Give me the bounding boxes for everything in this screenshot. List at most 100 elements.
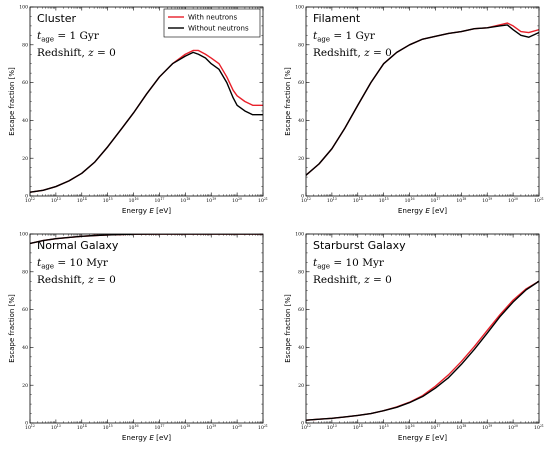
panel-filament-x-tick-label-2: 1014 [353, 197, 363, 204]
panel-cluster-y-axis-label: Escape fraction [%] [8, 67, 16, 136]
panel-filament-x-tick-label-7: 1019 [482, 197, 492, 204]
panel-cluster-x-tick-label-9-exp: 21 [264, 197, 268, 201]
panel-cluster-x-tick-label-6-base: 10 [180, 198, 186, 204]
panel-filament-xlab-e: E [425, 206, 430, 215]
panel-cluster-annotation-2: Redshift, z = 0 [37, 47, 116, 59]
panel-starburst-galaxy: 1012 1013 1014 1015 1016 1017 1018 1019 1020 1021… [284, 232, 544, 442]
panel-cluster-annotation-1: tage = 1 Gyr [37, 30, 100, 44]
panel-filament-x-tick-label-8: 1020 [508, 197, 518, 204]
panel-filament-ann-rest: = 1 Gyr [330, 30, 376, 42]
panel-starburst-galaxy-x-tick-label-3-exp: 15 [385, 424, 389, 428]
panel-starburst-galaxy-ann-sub: age [317, 263, 330, 271]
panel-normal-galaxy-x-tick-label-2: 1014 [77, 424, 87, 431]
panel-starburst-galaxy-x-tick-label-5-exp: 17 [436, 424, 440, 428]
panel-cluster-legend-box [163, 8, 261, 38]
panel-cluster-x-tick-label-9-base: 10 [258, 198, 264, 204]
panel-cluster-x-tick-label-9: 1021 [258, 197, 268, 204]
panel-normal-galaxy-annotation-1: tage = 10 Myr [37, 257, 109, 271]
panel-filament-y-tick-label-2: 40 [298, 118, 304, 124]
panel-filament-x-tick-label-0-exp: 12 [307, 197, 311, 201]
panel-starburst-galaxy-x-axis-label: Energy E [eV] [398, 433, 447, 442]
panel-starburst-galaxy-x-tick-label-7-exp: 19 [488, 424, 492, 428]
panel-normal-galaxy-annotation-0: Normal Galaxy [37, 239, 119, 252]
panel-cluster-ann-pre: Redshift, [37, 47, 88, 59]
panel-normal-galaxy-x-tick-label-1-exp: 13 [57, 424, 61, 428]
panel-cluster-ann-sym: t [37, 30, 42, 42]
panel-filament-ann-pre: Redshift, [313, 47, 364, 59]
panel-normal-galaxy-x-tick-label-9-base: 10 [258, 425, 264, 431]
panel-normal-galaxy-x-tick-label-0-exp: 12 [31, 424, 35, 428]
panel-filament-x-tick-label-3-base: 10 [379, 198, 385, 204]
panel-normal-galaxy-y-tick-label-2: 40 [22, 345, 28, 351]
panel-normal-galaxy-y-tick-label-4: 80 [22, 269, 28, 275]
panel-starburst-galaxy-x-tick-label-7-base: 10 [482, 425, 488, 431]
panel-starburst-galaxy-ann-rest: = 10 Myr [330, 257, 385, 269]
panel-starburst-galaxy-annotation-0: Starburst Galaxy [313, 239, 406, 252]
panel-filament-series-group [306, 22, 539, 176]
panel-cluster-x-tick-label-2: 1014 [77, 197, 87, 204]
panel-filament-x-tick-label-0-base: 10 [301, 198, 307, 204]
panel-cluster-y-tick-label-0: 0 [25, 194, 28, 200]
panel-starburst-galaxy-x-tick-label-8: 1020 [508, 424, 518, 431]
panel-normal-galaxy-x-tick-label-5: 1017 [154, 424, 164, 431]
panel-cluster-xlab-e: E [149, 206, 154, 215]
panel-filament-y-tick-label-5: 100 [295, 5, 304, 11]
panel-normal-galaxy-x-tick-label-3-base: 10 [103, 425, 109, 431]
panel-cluster-x-tick-label-1-base: 10 [51, 198, 57, 204]
panel-filament-x-tick-label-1-exp: 13 [333, 197, 337, 201]
panel-cluster-x-tick-label-1-exp: 13 [57, 197, 61, 201]
panel-filament-ann-sub: age [317, 36, 330, 44]
panel-cluster-x-tick-label-7-exp: 19 [212, 197, 216, 201]
panel-starburst-galaxy-x-tick-label-7: 1019 [482, 424, 492, 431]
panel-filament-x-tick-label-5-exp: 17 [436, 197, 440, 201]
panel-starburst-galaxy-annotation-1: tage = 10 Myr [313, 257, 385, 271]
panel-cluster-x-tick-label-8-exp: 20 [238, 197, 242, 201]
panel-cluster-x-tick-label-3: 1015 [103, 197, 113, 204]
panel-starburst-galaxy-x-tick-label-2: 1014 [353, 424, 363, 431]
panel-cluster-x-tick-label-0-base: 10 [25, 198, 31, 204]
panel-filament-frame [305, 6, 540, 197]
panel-normal-galaxy-ann-sym: t [37, 257, 42, 269]
panel-normal-galaxy-xlab-a: Energy [122, 433, 149, 442]
panel-starburst-galaxy-y-tick-label-2: 40 [298, 345, 304, 351]
panel-filament-y-tick-label-4: 80 [298, 42, 304, 48]
panel-normal-galaxy-y-tick-label-0: 0 [25, 421, 28, 427]
panel-starburst-galaxy-x-tick-label-9: 1021 [534, 424, 544, 431]
panel-cluster-x-tick-label-2-exp: 14 [83, 197, 87, 201]
panel-normal-galaxy-x-tick-label-4-exp: 16 [134, 424, 138, 428]
panel-starburst-galaxy-series-without-neutrons-line [306, 280, 539, 421]
panel-normal-galaxy-series-without-neutrons-line [30, 234, 263, 245]
panel-normal-galaxy-series-group [30, 234, 263, 245]
panel-cluster-x-tick-label-4-base: 10 [129, 198, 135, 204]
panel-filament-x-tick-label-4-exp: 16 [410, 197, 414, 201]
panel-cluster-ann-post: = 0 [94, 47, 116, 59]
panel-cluster-x-tick-label-3-exp: 15 [109, 197, 113, 201]
panel-filament-ann-post: = 0 [370, 47, 392, 59]
panel-normal-galaxy-x-tick-label-5-exp: 17 [160, 424, 164, 428]
panel-cluster-x-tick-label-7: 1019 [206, 197, 216, 204]
panel-filament-xlab-a: Energy [398, 206, 425, 215]
panel-filament-series-without-neutrons-line [306, 24, 539, 176]
panel-filament-x-tick-label-6-base: 10 [456, 198, 462, 204]
panel-filament-y-tick-label-3: 60 [298, 80, 304, 86]
panel-filament-annotation-1: tage = 1 Gyr [313, 30, 376, 44]
panel-filament-x-tick-label-7-exp: 19 [488, 197, 492, 201]
panel-normal-galaxy-ann-pre: Redshift, [37, 274, 88, 286]
panel-normal-galaxy-x-tick-label-3-exp: 15 [109, 424, 113, 428]
panel-cluster-legend-label-0: With neutrons [188, 13, 237, 21]
panel-starburst-galaxy-xlab-e: E [425, 433, 430, 442]
panel-filament-y-axis-label: Escape fraction [%] [284, 67, 292, 136]
panel-cluster-legend-label-1: Without neutrons [188, 24, 249, 32]
panel-normal-galaxy-x-tick-label-6-exp: 18 [186, 424, 190, 428]
panel-normal-galaxy-x-tick-label-1-base: 10 [51, 425, 57, 431]
panel-cluster-y-tick-label-2: 40 [22, 118, 28, 124]
panel-filament-x-tick-label-2-base: 10 [353, 198, 359, 204]
panel-cluster-x-tick-label-8: 1020 [232, 197, 242, 204]
panel-cluster-x-tick-label-3-base: 10 [103, 198, 109, 204]
panel-filament-x-tick-label-8-base: 10 [508, 198, 514, 204]
panel-normal-galaxy-x-tick-label-5-base: 10 [154, 425, 160, 431]
panel-filament-x-tick-label-3-exp: 15 [385, 197, 389, 201]
panel-normal-galaxy-x-axis-label: Energy E [eV] [122, 433, 171, 442]
panel-starburst-galaxy-y-tick-label-3: 60 [298, 307, 304, 313]
